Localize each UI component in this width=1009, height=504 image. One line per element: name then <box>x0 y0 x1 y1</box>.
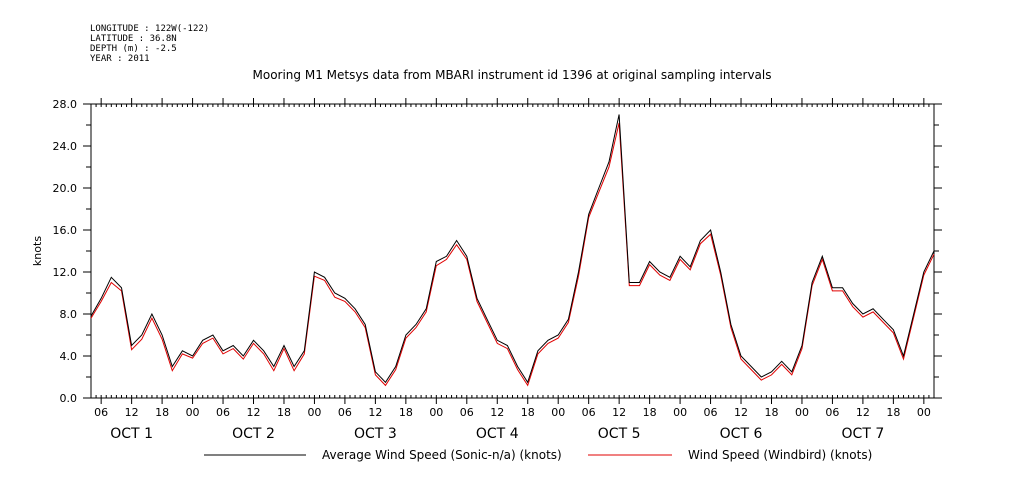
y-tick-label: 16.0 <box>53 224 78 237</box>
metadata-line-depth: DEPTH (m) : -2.5 <box>90 44 177 54</box>
y-tick-label: 0.0 <box>60 392 78 405</box>
y-tick-label: 24.0 <box>53 140 78 153</box>
x-tick-label: 18 <box>886 406 900 419</box>
plot-frame <box>90 103 935 399</box>
x-tick-label: 12 <box>734 406 748 419</box>
chart-title: Mooring M1 Metsys data from MBARI instru… <box>253 68 772 82</box>
x-tick-label: 18 <box>764 406 778 419</box>
x-tick-label: 18 <box>521 406 535 419</box>
x-tick-label: 06 <box>582 406 596 419</box>
x-tick-label: 00 <box>307 406 321 419</box>
x-tick-label: 06 <box>704 406 718 419</box>
x-tick-label: 18 <box>399 406 413 419</box>
y-tick-label: 12.0 <box>53 266 78 279</box>
x-tick-label: 18 <box>643 406 657 419</box>
x-tick-label: 18 <box>277 406 291 419</box>
day-label: OCT 6 <box>720 426 763 442</box>
x-tick-label: 06 <box>94 406 108 419</box>
day-label: OCT 7 <box>842 426 885 442</box>
x-tick-label: 12 <box>612 406 626 419</box>
x-tick-label: 00 <box>186 406 200 419</box>
day-label: OCT 4 <box>476 426 519 442</box>
x-tick-label: 00 <box>917 406 931 419</box>
data-series <box>90 114 935 387</box>
y-tick-label: 8.0 <box>60 308 78 321</box>
x-tick-label: 06 <box>825 406 839 419</box>
y-axis-label: knots <box>31 236 44 266</box>
legend-label-windbird: Wind Speed (Windbird) (knots) <box>688 448 872 462</box>
x-tick-label: 00 <box>673 406 687 419</box>
x-tick-label: 12 <box>368 406 382 419</box>
day-label: OCT 1 <box>110 426 153 442</box>
metadata-line-longitude: LONGITUDE : 122W(-122) <box>90 24 209 34</box>
x-tick-label: 06 <box>216 406 230 419</box>
x-tick-label: 06 <box>460 406 474 419</box>
x-tick-label: 00 <box>429 406 443 419</box>
x-tick-label: 00 <box>795 406 809 419</box>
metadata-line-year: YEAR : 2011 <box>90 54 150 64</box>
series-line-average-wind <box>90 114 935 384</box>
day-label: OCT 2 <box>232 426 275 442</box>
axes: 06 12 18 00 06 12 18 00 06 12 18 00 06 12 18 00 06 12 18 00… <box>53 98 942 442</box>
legend-label-average-wind: Average Wind Speed (Sonic-n/a) (knots) <box>322 448 562 462</box>
x-tick-label: 06 <box>338 406 352 419</box>
metadata-block: LONGITUDE : 122W(-122) LATITUDE : 36.8N … <box>90 24 209 64</box>
day-label: OCT 3 <box>354 426 397 442</box>
y-tick-label: 20.0 <box>53 182 78 195</box>
legend: Average Wind Speed (Sonic-n/a) (knots) W… <box>204 448 872 462</box>
series-line-windbird <box>90 122 935 387</box>
day-label: OCT 5 <box>598 426 641 442</box>
y-tick-label: 28.0 <box>53 98 78 111</box>
x-tick-label: 18 <box>155 406 169 419</box>
y-tick-label: 4.0 <box>60 350 78 363</box>
metadata-line-latitude: LATITUDE : 36.8N <box>90 34 177 44</box>
x-tick-label: 12 <box>490 406 504 419</box>
x-tick-label: 12 <box>856 406 870 419</box>
x-tick-label: 00 <box>551 406 565 419</box>
x-tick-label: 12 <box>247 406 261 419</box>
x-tick-label: 12 <box>125 406 139 419</box>
